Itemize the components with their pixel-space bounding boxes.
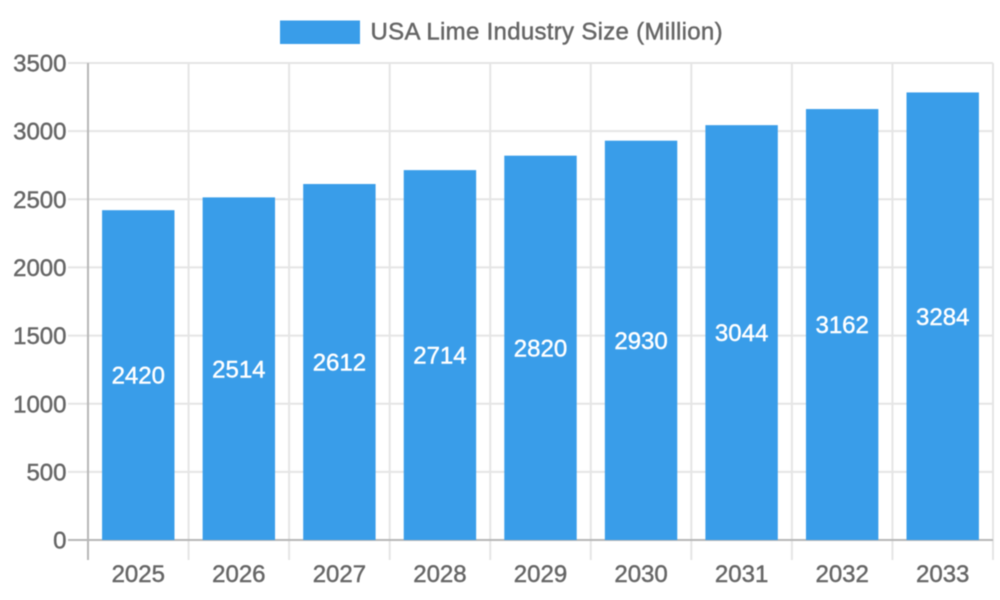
svg-text:3000: 3000 <box>13 119 66 146</box>
svg-text:2500: 2500 <box>13 187 66 214</box>
svg-text:3044: 3044 <box>715 320 768 347</box>
svg-text:2930: 2930 <box>614 328 667 355</box>
svg-text:2032: 2032 <box>815 561 868 588</box>
svg-text:USA Lime Industry Size (Millio: USA Lime Industry Size (Million) <box>371 19 723 46</box>
svg-text:2029: 2029 <box>514 561 567 588</box>
svg-text:2820: 2820 <box>514 335 567 362</box>
svg-text:2714: 2714 <box>413 343 466 370</box>
svg-text:2030: 2030 <box>614 561 667 588</box>
svg-text:500: 500 <box>26 459 66 486</box>
svg-text:2420: 2420 <box>112 363 165 390</box>
svg-text:0: 0 <box>53 528 66 555</box>
svg-text:2026: 2026 <box>212 561 265 588</box>
svg-text:2514: 2514 <box>212 356 265 383</box>
svg-text:1000: 1000 <box>13 391 66 418</box>
svg-text:2033: 2033 <box>916 561 969 588</box>
svg-text:2027: 2027 <box>313 561 366 588</box>
svg-text:2025: 2025 <box>112 561 165 588</box>
svg-text:3284: 3284 <box>916 304 969 331</box>
svg-text:2000: 2000 <box>13 255 66 282</box>
svg-text:2028: 2028 <box>413 561 466 588</box>
svg-text:2612: 2612 <box>313 350 366 377</box>
svg-text:3500: 3500 <box>13 51 66 78</box>
svg-text:3162: 3162 <box>815 312 868 339</box>
svg-text:1500: 1500 <box>13 323 66 350</box>
svg-text:2031: 2031 <box>715 561 768 588</box>
